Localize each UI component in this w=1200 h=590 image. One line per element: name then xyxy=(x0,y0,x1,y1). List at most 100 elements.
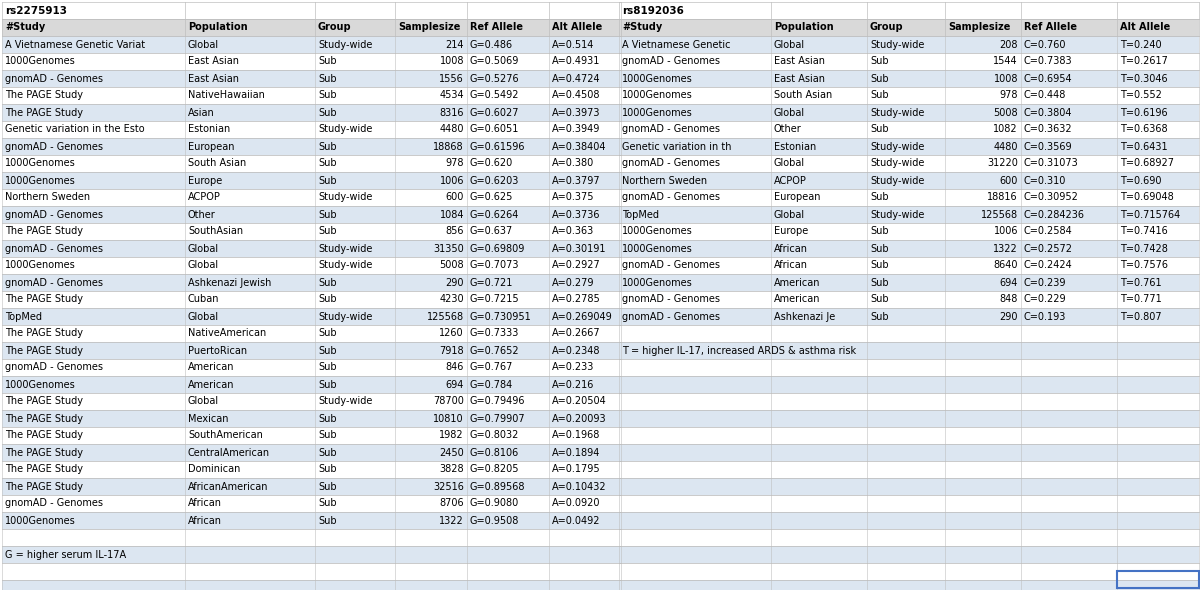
Text: Sub: Sub xyxy=(318,90,337,100)
Text: TopMed: TopMed xyxy=(622,209,659,219)
Text: AfricanAmerican: AfricanAmerican xyxy=(188,481,269,491)
Text: Study-wide: Study-wide xyxy=(870,107,924,117)
Bar xyxy=(619,325,1199,342)
Text: Ashkenazi Je: Ashkenazi Je xyxy=(774,312,835,322)
Bar xyxy=(619,121,1199,138)
Text: A=0.3797: A=0.3797 xyxy=(552,175,601,185)
Text: gnomAD - Genomes: gnomAD - Genomes xyxy=(5,499,103,509)
Text: Sub: Sub xyxy=(318,175,337,185)
Bar xyxy=(619,376,1199,393)
Text: T=0.761: T=0.761 xyxy=(1120,277,1162,287)
Text: T=0.552: T=0.552 xyxy=(1120,90,1162,100)
Text: A=0.4724: A=0.4724 xyxy=(552,74,601,84)
Text: South Asian: South Asian xyxy=(188,159,246,169)
Text: 8640: 8640 xyxy=(994,261,1018,270)
Text: Sub: Sub xyxy=(318,277,337,287)
Text: Ashkenazi Jewish: Ashkenazi Jewish xyxy=(188,277,271,287)
Text: gnomAD - Genomes: gnomAD - Genomes xyxy=(5,209,103,219)
Bar xyxy=(2,189,622,206)
Bar xyxy=(2,36,622,53)
Text: gnomAD - Genomes: gnomAD - Genomes xyxy=(5,277,103,287)
Text: PuertoRican: PuertoRican xyxy=(188,346,247,356)
Text: Sub: Sub xyxy=(870,90,889,100)
Bar xyxy=(619,291,1199,308)
Text: American: American xyxy=(774,294,821,304)
Bar xyxy=(619,342,1199,359)
Bar xyxy=(619,53,1199,70)
Text: #Study: #Study xyxy=(5,22,46,32)
Text: Europe: Europe xyxy=(774,227,809,237)
Text: African: African xyxy=(188,499,222,509)
Text: Sub: Sub xyxy=(318,107,337,117)
Text: A=0.10432: A=0.10432 xyxy=(552,481,607,491)
Bar xyxy=(619,461,1199,478)
Text: 1000Genomes: 1000Genomes xyxy=(622,90,692,100)
Bar xyxy=(2,478,622,495)
Text: gnomAD - Genomes: gnomAD - Genomes xyxy=(622,192,720,202)
Text: G=0.8032: G=0.8032 xyxy=(470,431,520,441)
Text: Estonian: Estonian xyxy=(774,142,816,152)
Text: C=0.3569: C=0.3569 xyxy=(1024,142,1073,152)
Text: G=0.9080: G=0.9080 xyxy=(470,499,520,509)
Bar xyxy=(619,359,1199,376)
Text: A=0.20504: A=0.20504 xyxy=(552,396,607,407)
Text: 4480: 4480 xyxy=(439,124,464,135)
Text: Global: Global xyxy=(774,107,805,117)
Text: 32516: 32516 xyxy=(433,481,464,491)
Text: 1006: 1006 xyxy=(439,175,464,185)
Text: 978: 978 xyxy=(445,159,464,169)
Text: Dominican: Dominican xyxy=(188,464,240,474)
Bar xyxy=(2,563,622,580)
Bar xyxy=(619,189,1199,206)
Text: Sub: Sub xyxy=(870,74,889,84)
Text: Ref Allele: Ref Allele xyxy=(1024,22,1078,32)
Text: gnomAD - Genomes: gnomAD - Genomes xyxy=(5,362,103,372)
Text: A=0.216: A=0.216 xyxy=(552,379,594,389)
Bar xyxy=(619,172,1199,189)
Text: Sub: Sub xyxy=(318,362,337,372)
Text: C=0.760: C=0.760 xyxy=(1024,40,1067,50)
Bar xyxy=(619,206,1199,223)
Text: T=0.771: T=0.771 xyxy=(1120,294,1162,304)
Text: rs2275913: rs2275913 xyxy=(5,5,67,15)
Bar xyxy=(619,87,1199,104)
Text: C=0.310: C=0.310 xyxy=(1024,175,1067,185)
Bar xyxy=(619,257,1199,274)
Text: gnomAD - Genomes: gnomAD - Genomes xyxy=(622,159,720,169)
Text: 7918: 7918 xyxy=(439,346,464,356)
Text: G=0.784: G=0.784 xyxy=(470,379,514,389)
Text: T=0.807: T=0.807 xyxy=(1120,312,1162,322)
Bar xyxy=(2,580,622,590)
Text: C=0.2424: C=0.2424 xyxy=(1024,261,1073,270)
Bar xyxy=(619,104,1199,121)
Text: African: African xyxy=(774,244,808,254)
Text: 2450: 2450 xyxy=(439,447,464,457)
Text: 1000Genomes: 1000Genomes xyxy=(622,244,692,254)
Bar xyxy=(2,410,622,427)
Text: A=0.233: A=0.233 xyxy=(552,362,594,372)
Text: G=0.5069: G=0.5069 xyxy=(470,57,520,67)
Text: 978: 978 xyxy=(1000,90,1018,100)
Text: ACPOP: ACPOP xyxy=(188,192,221,202)
Text: The PAGE Study: The PAGE Study xyxy=(5,346,83,356)
Text: G=0.61596: G=0.61596 xyxy=(470,142,526,152)
Bar xyxy=(2,87,622,104)
Text: The PAGE Study: The PAGE Study xyxy=(5,396,83,407)
Text: T = higher IL-17, increased ARDS & asthma risk: T = higher IL-17, increased ARDS & asthm… xyxy=(622,346,856,356)
Text: American: American xyxy=(188,379,234,389)
Bar xyxy=(619,36,1199,53)
Text: The PAGE Study: The PAGE Study xyxy=(5,107,83,117)
Text: Sub: Sub xyxy=(870,294,889,304)
Text: A Vietnamese Genetic: A Vietnamese Genetic xyxy=(622,40,731,50)
Bar xyxy=(2,2,622,19)
Bar xyxy=(2,461,622,478)
Text: Other: Other xyxy=(188,209,216,219)
Bar xyxy=(619,308,1199,325)
Text: Northern Sweden: Northern Sweden xyxy=(5,192,90,202)
Text: 18816: 18816 xyxy=(988,192,1018,202)
Bar xyxy=(2,529,622,546)
Bar xyxy=(619,512,1199,529)
Bar xyxy=(619,427,1199,444)
Text: A=0.380: A=0.380 xyxy=(552,159,594,169)
Bar xyxy=(619,444,1199,461)
